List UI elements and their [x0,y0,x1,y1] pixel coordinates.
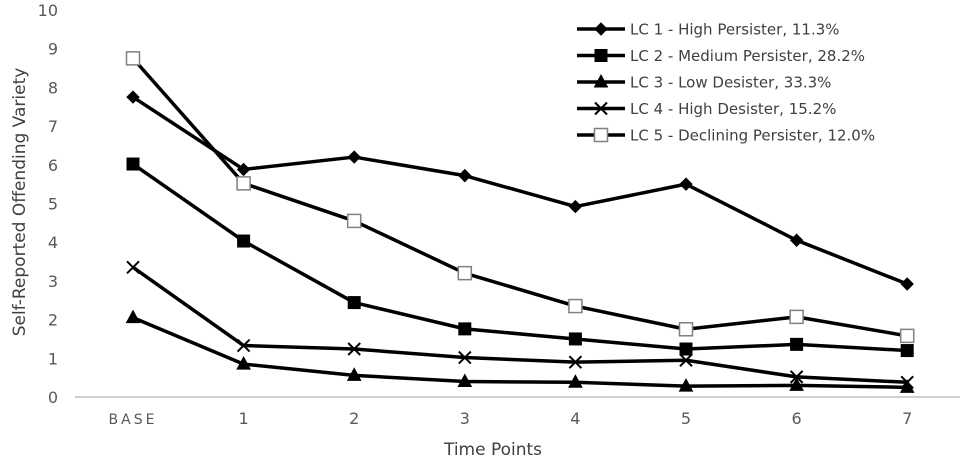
legend-marker [593,127,609,143]
y-tick-label: 7 [48,117,58,136]
y-tick-label: 4 [48,233,58,252]
x-tick-label: 6 [792,409,802,428]
series-line [132,95,908,286]
y-tick-label: 9 [48,40,58,59]
x-tick-label: 3 [460,409,470,428]
x-tick-label: 4 [570,409,580,428]
legend-marker [594,22,608,36]
data-point [900,344,914,358]
data-point [458,168,472,183]
x-axis-title: Time Points [443,440,542,460]
data-point [789,377,804,391]
data-point [457,373,473,388]
x-tick-label: 7 [902,409,912,428]
data-point [679,177,693,191]
data-point [568,374,583,388]
series-line [131,265,908,385]
data-point [568,355,583,369]
series-line [131,162,908,353]
data-point [679,342,693,356]
data-point [789,233,804,247]
data-point [125,51,141,66]
data-point [236,338,251,353]
legend-item: LC 3 - Low Desister, 33.3% [577,74,831,92]
data-point [678,322,694,337]
x-axis: BASE 1 2 3 4 5 6 7 [75,396,960,428]
data-point [347,296,361,310]
data-point [457,265,473,281]
legend: LC 1 - High Persister, 11.3% LC 2 - Mediu… [577,21,875,145]
legend-label: LC 5 - Declining Persister, 12.0% [630,127,875,145]
data-point [236,176,251,191]
series-lc-4 [126,260,914,390]
y-axis: 0 1 2 3 4 5 6 7 8 9 10 [38,1,58,407]
data-point [789,370,804,384]
data-point [236,162,251,177]
series-lc-1 [126,90,914,291]
data-point [789,309,804,325]
legend-label: LC 4 - High Desister, 15.2% [630,100,836,118]
data-point [237,234,251,248]
legend-label: LC 2 - Medium Persister, 28.2% [630,47,865,65]
legend-marker [594,49,608,62]
data-point [900,277,914,291]
data-point [236,356,251,370]
data-point [125,309,141,324]
data-point [678,378,694,392]
x-tick-label: 5 [681,409,691,428]
legend-marker [594,101,608,116]
y-tick-label: 8 [48,78,58,97]
data-point [679,353,693,367]
data-point [900,375,914,390]
y-tick-label: 10 [38,1,58,20]
data-point [899,328,915,344]
legend-item: LC 2 - Medium Persister, 28.2% [577,47,865,65]
y-tick-label: 1 [48,349,58,368]
legend-item: LC 1 - High Persister, 11.3% [577,21,840,39]
series-lc-3 [125,309,915,393]
legend-item: LC 5 - Declining Persister, 12.0% [577,127,875,145]
legend-item: LC 4 - High Desister, 15.2% [577,100,836,118]
y-tick-label: 3 [48,272,58,291]
series-lc-5 [125,51,915,344]
data-point [568,332,582,346]
data-point [126,90,140,104]
x-tick-label: 1 [239,409,249,428]
data-point [568,298,583,314]
y-tick-label: 6 [48,156,58,175]
series-lc-2 [126,157,914,358]
data-point [568,199,583,214]
data-point [347,150,361,164]
data-point [347,342,361,356]
data-point [346,367,362,381]
data-point [458,322,472,336]
data-point [458,350,472,365]
y-axis-title: Self-Reported Offending Variety [10,68,30,337]
y-tick-label: 0 [48,388,58,407]
legend-label: LC 1 - High Persister, 11.3% [630,21,840,39]
data-point [126,157,140,171]
series-line [131,57,908,338]
x-tick-label: BASE [109,412,158,428]
series-line [132,316,908,390]
y-tick-label: 5 [48,195,58,214]
series-lines [125,51,915,393]
y-tick-label: 2 [48,311,58,330]
legend-marker [593,73,609,88]
data-point [790,337,804,351]
x-tick-label: 2 [349,409,359,428]
data-point [346,213,362,229]
legend-label: LC 3 - Low Desister, 33.3% [630,74,831,92]
data-point [126,260,140,275]
